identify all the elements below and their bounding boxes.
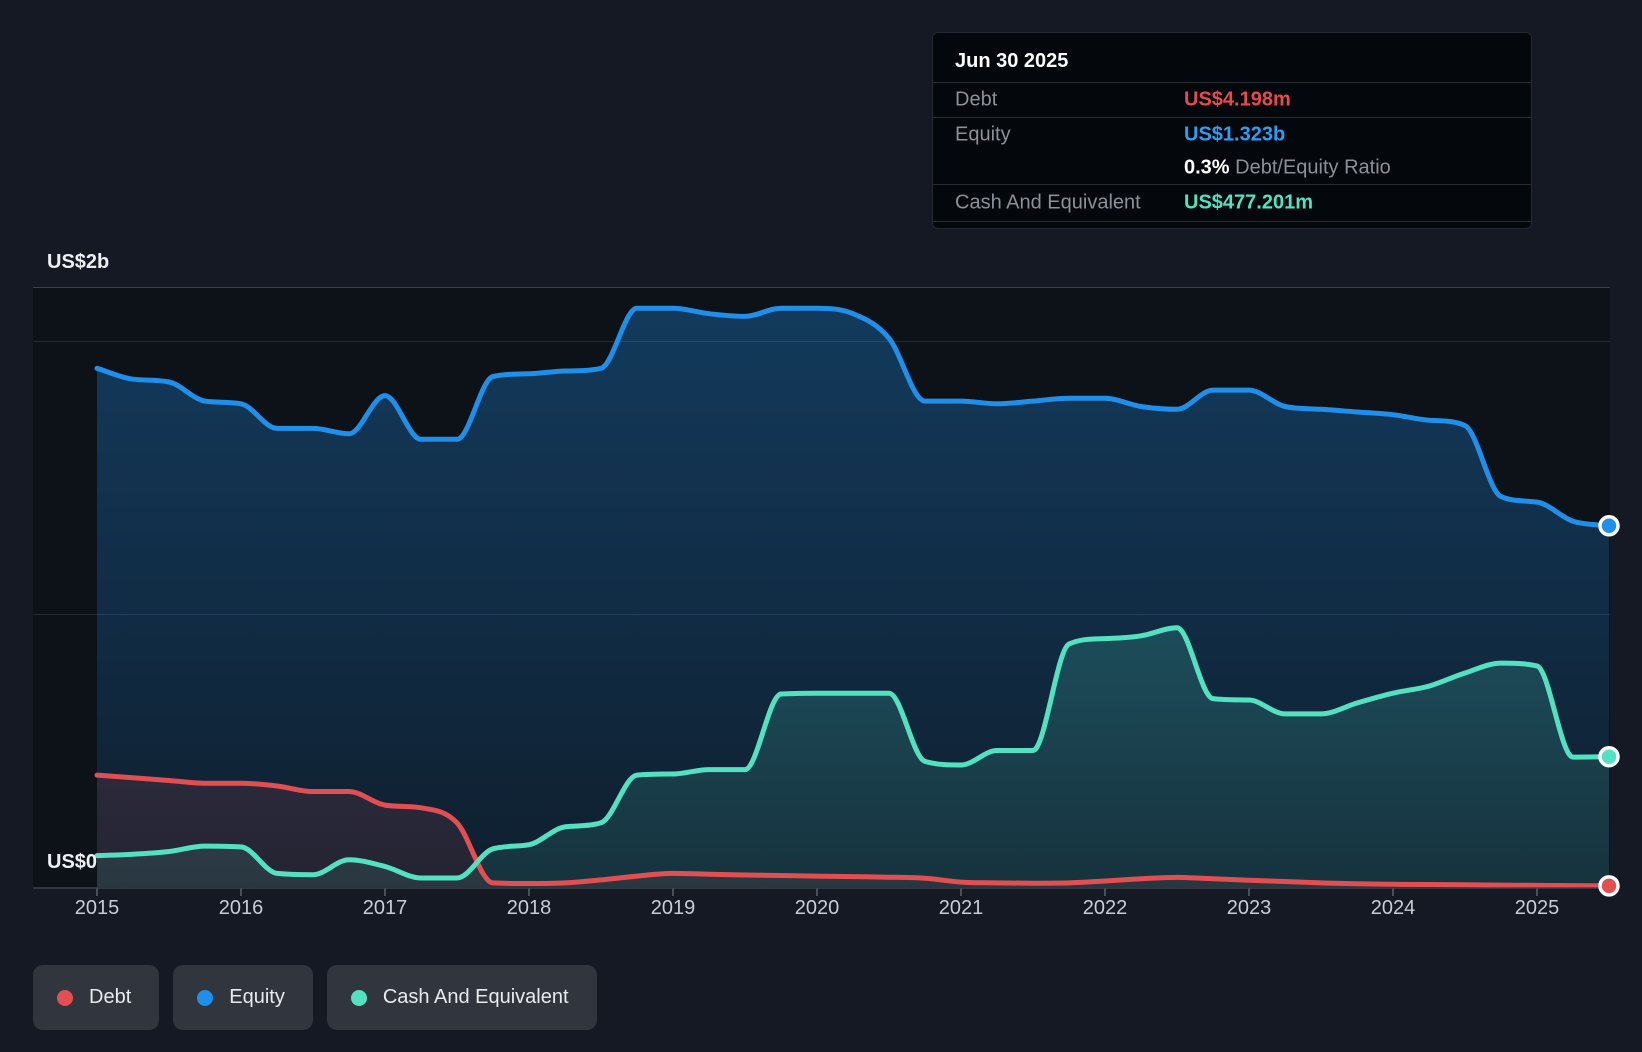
tooltip-equity-label: Equity bbox=[955, 123, 1011, 146]
x-axis-label-2019: 2019 bbox=[650, 897, 696, 919]
x-axis-label-2018: 2018 bbox=[506, 897, 552, 919]
tooltip-row-cash: Cash And Equivalent US$477.201m bbox=[933, 185, 1531, 222]
legend-debt-label: Debt bbox=[89, 986, 132, 1008]
chart-legend: Debt Equity Cash And Equivalent bbox=[33, 965, 597, 1030]
x-axis-label-2016: 2016 bbox=[218, 897, 264, 919]
legend-equity-label: Equity bbox=[229, 986, 285, 1008]
y-axis-label-zero: US$0 bbox=[47, 851, 98, 873]
tooltip-ratio-label: Debt/Equity Ratio bbox=[1235, 156, 1391, 179]
legend-item-equity[interactable]: Equity bbox=[173, 965, 313, 1030]
x-axis-label-2015: 2015 bbox=[74, 897, 120, 919]
tooltip-row-ratio: 0.3% Debt/Equity Ratio bbox=[933, 152, 1531, 185]
equity-line[interactable] bbox=[94, 305, 1612, 529]
equity-endpoint-marker[interactable] bbox=[1598, 515, 1620, 537]
chart-tooltip: Jun 30 2025 Debt US$4.198m Equity US$1.3… bbox=[932, 32, 1532, 229]
debt-line[interactable] bbox=[94, 772, 1612, 889]
x-axis-label-2025: 2025 bbox=[1514, 897, 1560, 919]
x-axis-label-2022: 2022 bbox=[1082, 897, 1128, 919]
tooltip-ratio: 0.3% Debt/Equity Ratio bbox=[1184, 157, 1391, 180]
tooltip-debt-value: US$4.198m bbox=[1184, 88, 1291, 111]
y-axis-label-top: US$2b bbox=[47, 251, 110, 273]
cash-area bbox=[97, 627, 1609, 887]
legend-cash-label: Cash And Equivalent bbox=[382, 986, 569, 1008]
tooltip-equity-value: US$1.323b bbox=[1184, 123, 1286, 146]
cash-dot-icon bbox=[350, 989, 367, 1006]
x-axis-label-2017: 2017 bbox=[362, 897, 408, 919]
cash-line[interactable] bbox=[94, 625, 1612, 881]
tooltip-date: Jun 30 2025 bbox=[933, 33, 1531, 83]
x-axis-label-2020: 2020 bbox=[794, 897, 840, 919]
cash-endpoint-marker[interactable] bbox=[1598, 745, 1620, 768]
equity-dot-icon bbox=[197, 989, 214, 1006]
x-axis-label-2021: 2021 bbox=[938, 897, 984, 919]
legend-item-debt[interactable]: Debt bbox=[33, 965, 160, 1030]
tooltip-row-debt: Debt US$4.198m bbox=[933, 83, 1531, 118]
debt-dot-icon bbox=[57, 989, 73, 1006]
tooltip-ratio-value: 0.3% bbox=[1184, 156, 1230, 179]
tooltip-debt-label: Debt bbox=[955, 88, 998, 111]
tooltip-cash-value: US$477.201m bbox=[1184, 191, 1313, 214]
debt-endpoint-marker[interactable] bbox=[1598, 875, 1620, 897]
x-axis-label-2024: 2024 bbox=[1370, 897, 1416, 919]
tooltip-cash-label: Cash And Equivalent bbox=[955, 191, 1141, 214]
x-axis-label-2023: 2023 bbox=[1226, 897, 1272, 919]
tooltip-row-equity: Equity US$1.323b bbox=[933, 118, 1531, 152]
legend-item-cash[interactable]: Cash And Equivalent bbox=[326, 965, 597, 1030]
